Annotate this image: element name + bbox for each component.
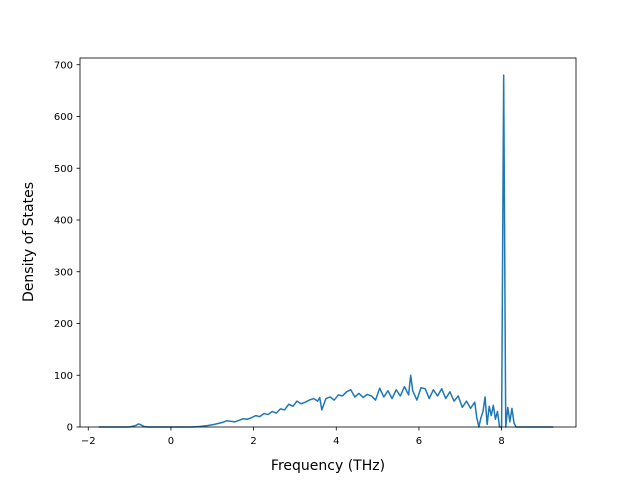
y-tick-label: 200 bbox=[54, 319, 73, 330]
x-tick-label: −2 bbox=[81, 436, 96, 447]
plot-area bbox=[98, 74, 554, 428]
x-tick-label: 6 bbox=[416, 436, 422, 447]
y-axis: 0 100 200 300 400 500 600 700 bbox=[54, 60, 80, 434]
x-tick-label: 2 bbox=[250, 436, 256, 447]
x-axis-label: Frequency (THz) bbox=[271, 458, 385, 474]
axes-frame bbox=[79, 57, 577, 428]
x-tick-label: 0 bbox=[168, 436, 174, 447]
y-axis-label: Density of States bbox=[21, 182, 37, 302]
y-tick-label: 600 bbox=[54, 112, 73, 123]
y-tick-label: 700 bbox=[54, 60, 73, 71]
y-tick-label: 500 bbox=[54, 164, 73, 175]
x-tick-label: 8 bbox=[498, 436, 504, 447]
x-tick-label: 4 bbox=[333, 436, 339, 447]
series-line-0 bbox=[98, 74, 554, 428]
y-tick-label: 100 bbox=[54, 371, 73, 382]
y-tick-label: 400 bbox=[54, 216, 73, 227]
y-tick-label: 300 bbox=[54, 267, 73, 278]
y-tick-label: 0 bbox=[67, 423, 73, 434]
x-axis: −2 0 2 4 6 8 bbox=[81, 427, 505, 447]
